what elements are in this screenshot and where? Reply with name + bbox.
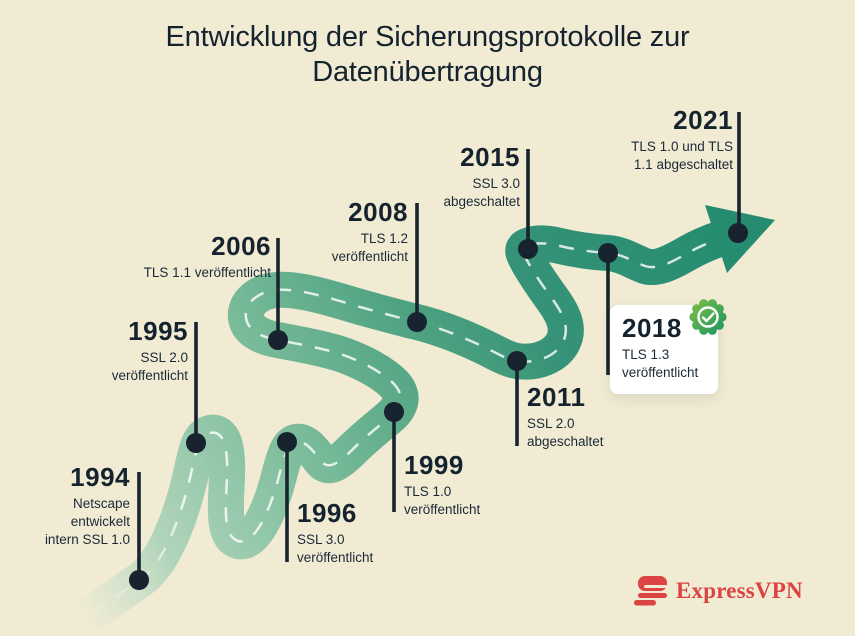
milestone-1999: 1999 TLS 1.0 veröffentlicht <box>404 450 481 519</box>
milestone-2011: 2011 SSL 2.0 abgeschaltet <box>527 382 604 451</box>
milestone-description: TLS 1.1 veröffentlicht <box>143 265 271 281</box>
milestone-year: 2006 <box>211 231 271 261</box>
expressvpn-logo: ExpressVPN <box>634 576 803 606</box>
milestone-1994: 1994 Netscape entwickelt intern SSL 1.0 <box>44 462 130 549</box>
milestone-2006: 2006 TLS 1.1 veröffentlicht <box>143 231 271 282</box>
dot-1994 <box>129 570 149 590</box>
page-title: Entwicklung der Sicherungsprotokolle zur… <box>0 20 855 91</box>
milestone-description: SSL 3.0 abgeschaltet <box>443 176 520 210</box>
milestone-year: 2008 <box>348 197 408 227</box>
milestone-year: 1995 <box>128 316 188 346</box>
milestone-description: TLS 1.0 veröffentlicht <box>404 484 481 518</box>
milestone-year: 2018 <box>622 313 682 343</box>
page-title-line-1: Entwicklung der Sicherungsprotokolle zur <box>165 21 690 53</box>
milestone-year: 2011 <box>527 382 586 412</box>
check-seal-icon <box>689 299 727 335</box>
expressvpn-icon <box>634 576 667 606</box>
milestone-description: TLS 1.2 veröffentlicht <box>331 231 408 265</box>
milestone-year: 1999 <box>404 450 464 480</box>
milestone-year: 1996 <box>297 498 357 528</box>
milestone-year: 2015 <box>460 142 520 172</box>
milestone-2008: 2008 TLS 1.2 veröffentlicht <box>331 197 408 266</box>
milestone-card-2018: 2018 TLS 1.3 veröffentlicht <box>610 299 727 395</box>
dot-2015 <box>518 239 538 259</box>
milestone-1995: 1995 SSL 2.0 veröffentlicht <box>111 316 188 385</box>
dot-2021 <box>728 223 748 243</box>
milestone-description: SSL 3.0 veröffentlicht <box>297 532 374 566</box>
dot-2008 <box>407 312 427 332</box>
dot-1996 <box>277 432 297 452</box>
milestone-2015: 2015 SSL 3.0 abgeschaltet <box>443 142 520 211</box>
milestone-description: SSL 2.0 veröffentlicht <box>111 350 188 384</box>
expressvpn-wordmark: ExpressVPN <box>676 578 803 603</box>
milestone-year: 2021 <box>673 105 733 135</box>
milestone-stems <box>137 112 741 580</box>
dot-2011 <box>507 351 527 371</box>
dot-1995 <box>186 433 206 453</box>
dot-2018 <box>598 243 618 263</box>
milestone-description: Netscape entwickelt intern SSL 1.0 <box>44 496 130 548</box>
milestone-description: TLS 1.0 und TLS 1.1 abgeschaltet <box>631 139 733 173</box>
dot-1999 <box>384 402 404 422</box>
milestone-2021: 2021 TLS 1.0 und TLS 1.1 abgeschaltet <box>631 105 733 174</box>
milestone-description: SSL 2.0 abgeschaltet <box>527 416 604 450</box>
milestone-1996: 1996 SSL 3.0 veröffentlicht <box>297 498 374 567</box>
milestone-description: TLS 1.3 veröffentlicht <box>622 347 699 381</box>
milestone-year: 1994 <box>70 462 130 492</box>
page-title-line-2: Datenübertragung <box>312 56 543 89</box>
dot-2006 <box>268 330 288 350</box>
milestone-dots <box>129 223 748 590</box>
road-path <box>25 238 722 636</box>
